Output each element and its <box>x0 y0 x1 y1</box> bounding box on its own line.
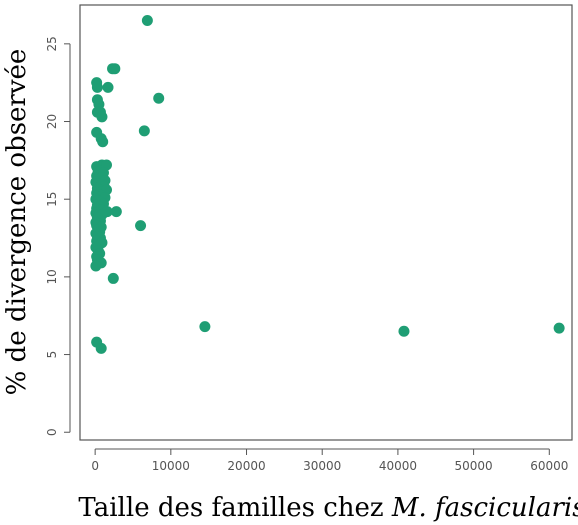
x-axis-title-plain: Taille des familles chez <box>78 493 391 523</box>
x-tick-label: 60000 <box>530 459 568 473</box>
data-point <box>96 111 108 123</box>
x-tick-label: 0 <box>91 459 99 473</box>
data-point <box>553 322 565 334</box>
x-tick-label: 10000 <box>152 459 190 473</box>
data-point <box>102 81 114 93</box>
data-points <box>90 15 565 354</box>
y-axis: 0 5 10 15 20 25 <box>45 36 71 436</box>
data-point <box>107 272 119 284</box>
data-point <box>95 342 107 354</box>
data-point <box>141 15 153 27</box>
data-point <box>110 206 122 218</box>
plot-frame <box>79 4 573 441</box>
y-tick-label: 5 <box>45 351 59 359</box>
y-tick-label: 10 <box>45 269 59 284</box>
y-tick-label: 25 <box>45 36 59 51</box>
data-point <box>91 81 103 93</box>
x-tick-label: 40000 <box>379 459 417 473</box>
data-point <box>109 63 121 75</box>
x-axis-title: Taille des familles chez M. fascicularis <box>78 493 578 523</box>
data-point <box>90 260 102 272</box>
data-point <box>138 125 150 137</box>
data-point <box>199 321 211 333</box>
x-axis: 0 10000 20000 30000 40000 50000 60000 <box>91 448 568 473</box>
data-point <box>398 325 410 337</box>
x-tick-label: 50000 <box>455 459 493 473</box>
y-axis-title: % de divergence observée <box>2 49 32 396</box>
data-point <box>135 220 147 232</box>
data-point <box>153 92 165 104</box>
y-tick-label: 0 <box>45 428 59 436</box>
data-point <box>97 136 109 148</box>
x-axis-title-italic: M. fascicularis <box>391 493 578 523</box>
x-tick-label: 20000 <box>227 459 265 473</box>
y-tick-label: 15 <box>45 192 59 207</box>
x-tick-label: 30000 <box>303 459 341 473</box>
y-tick-label: 20 <box>45 114 59 129</box>
